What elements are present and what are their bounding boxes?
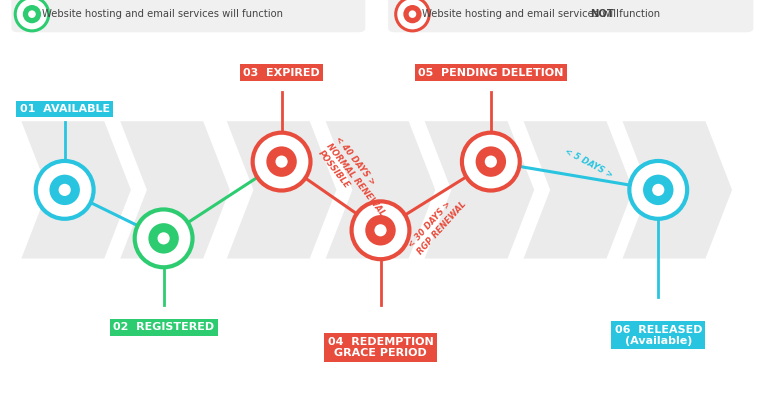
Text: Website hosting and email services will: Website hosting and email services will [422, 9, 622, 19]
Ellipse shape [266, 146, 297, 177]
Ellipse shape [158, 232, 170, 244]
Text: < 5 DAYS >: < 5 DAYS > [563, 147, 614, 180]
Ellipse shape [352, 201, 409, 259]
Text: 06  RELEASED
(Available): 06 RELEASED (Available) [615, 324, 702, 346]
Polygon shape [622, 121, 732, 259]
Text: < 40 DAYS >
NORMAL RENEWAL
POSSIBLE: < 40 DAYS > NORMAL RENEWAL POSSIBLE [316, 135, 396, 225]
Ellipse shape [15, 0, 49, 31]
Ellipse shape [49, 175, 80, 205]
Text: 05  PENDING DELETION: 05 PENDING DELETION [418, 68, 564, 78]
Ellipse shape [462, 133, 520, 191]
Ellipse shape [59, 184, 71, 196]
Polygon shape [326, 121, 435, 259]
Text: function: function [616, 9, 660, 19]
Text: 02  REGISTERED: 02 REGISTERED [113, 322, 214, 332]
Ellipse shape [36, 161, 94, 219]
Text: 04  REDEMPTION
GRACE PERIOD: 04 REDEMPTION GRACE PERIOD [328, 337, 433, 358]
Ellipse shape [135, 209, 193, 267]
Polygon shape [120, 121, 230, 259]
Text: NOT: NOT [590, 9, 613, 19]
Text: 03  EXPIRED: 03 EXPIRED [244, 68, 320, 78]
Ellipse shape [23, 5, 41, 23]
Text: Website hosting and email services will function: Website hosting and email services will … [42, 9, 283, 19]
FancyBboxPatch shape [11, 0, 365, 32]
Polygon shape [21, 121, 131, 259]
Ellipse shape [643, 175, 673, 205]
Ellipse shape [148, 223, 179, 254]
Text: < 30 DAYS >
RGP RENEWAL: < 30 DAYS > RGP RENEWAL [407, 192, 468, 256]
Ellipse shape [374, 224, 387, 236]
Ellipse shape [476, 146, 506, 177]
Ellipse shape [409, 11, 416, 18]
Text: 01  AVAILABLE: 01 AVAILABLE [20, 104, 110, 114]
Ellipse shape [629, 161, 687, 219]
Polygon shape [425, 121, 534, 259]
FancyBboxPatch shape [388, 0, 753, 32]
Polygon shape [227, 121, 336, 259]
Ellipse shape [253, 133, 310, 191]
Ellipse shape [365, 215, 396, 246]
Ellipse shape [275, 156, 288, 168]
Ellipse shape [396, 0, 429, 31]
Polygon shape [524, 121, 633, 259]
Ellipse shape [403, 5, 422, 23]
Ellipse shape [485, 156, 497, 168]
Ellipse shape [652, 184, 664, 196]
Ellipse shape [28, 11, 36, 18]
